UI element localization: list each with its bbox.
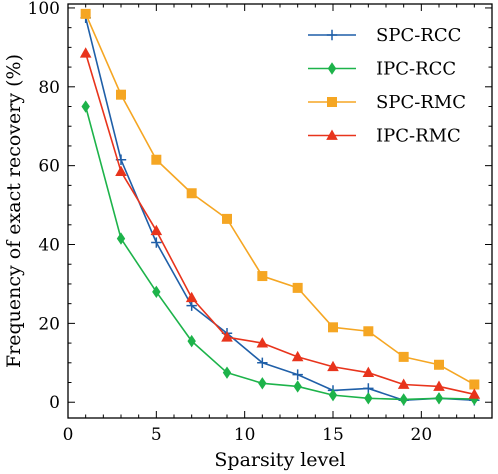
tick-labels: 0 5 10 15 20 0 20 40 60 80 100 <box>28 0 433 445</box>
y-tick-label-40: 40 <box>38 236 60 256</box>
data-point-ipc-rmc-8 <box>327 360 339 372</box>
data-point-ipc-rcc-4 <box>187 334 196 348</box>
data-point-spc-rmc-6 <box>257 271 268 282</box>
x-tick-label-5: 5 <box>151 425 162 445</box>
series-line-ipc-rcc <box>84 106 475 401</box>
y-tick-label-20: 20 <box>38 314 60 334</box>
x-tick-label-15: 15 <box>322 425 344 445</box>
series-line-ipc-rmc <box>84 53 475 396</box>
x-axis-label: Sparsity level <box>214 449 345 471</box>
y-tick-label-80: 80 <box>38 78 60 98</box>
legend-marker-ipc-rmc <box>326 129 338 140</box>
data-point-ipc-rmc-2 <box>115 165 127 176</box>
data-point-spc-rmc-5 <box>222 213 232 224</box>
legend-label-ipc-rmc: IPC-RMC <box>376 126 461 147</box>
data-point-spc-rmc-3 <box>151 154 162 165</box>
data-point-ipc-rcc-7 <box>293 380 302 393</box>
legend-marker-spc-rmc <box>327 97 337 107</box>
data-point-spc-rmc-11 <box>434 359 444 370</box>
legend: SPC-RCC IPC-RCC SPC-RMC IPC-RMC <box>308 25 466 147</box>
data-point-spc-rcc-4 <box>186 300 197 311</box>
data-point-spc-rcc-9 <box>363 383 374 394</box>
legend-marker-ipc-rcc <box>327 62 337 75</box>
data-point-spc-rmc-12 <box>469 379 480 390</box>
data-point-ipc-rcc-11 <box>434 392 444 405</box>
data-point-spc-rcc-6 <box>257 357 268 368</box>
x-tick-label-10: 10 <box>234 425 256 445</box>
data-point-ipc-rmc-4 <box>185 291 198 303</box>
series-line-spc-rmc <box>84 13 475 386</box>
data-point-ipc-rmc-9 <box>362 366 375 378</box>
data-point-ipc-rcc-9 <box>364 392 373 405</box>
plot-marks <box>79 8 481 406</box>
x-tick-label-0: 0 <box>63 425 74 445</box>
data-point-spc-rmc-9 <box>363 326 374 337</box>
data-point-ipc-rmc-10 <box>397 378 410 389</box>
data-point-ipc-rmc-5 <box>221 331 233 342</box>
data-point-spc-rmc-1 <box>80 8 91 19</box>
data-point-spc-rcc-3 <box>151 237 162 248</box>
data-point-ipc-rcc-2 <box>116 232 126 245</box>
y-axis-label: Frequency of exact recovery (%) <box>3 54 25 368</box>
x-tick-label-20: 20 <box>411 425 433 445</box>
axis-ticks <box>67 4 493 418</box>
legend-label-spc-rmc: SPC-RMC <box>376 92 466 113</box>
y-tick-label-0: 0 <box>49 393 60 413</box>
data-point-ipc-rmc-1 <box>79 47 92 58</box>
y-tick-label-100: 100 <box>28 0 60 19</box>
data-point-ipc-rcc-6 <box>258 377 267 390</box>
data-point-spc-rmc-4 <box>186 188 197 199</box>
data-point-ipc-rcc-3 <box>152 285 161 299</box>
legend-label-ipc-rcc: IPC-RCC <box>376 59 456 80</box>
legend-label-spc-rcc: SPC-RCC <box>376 25 461 46</box>
data-point-ipc-rmc-11 <box>433 380 445 391</box>
legend-marker-spc-rcc <box>326 29 338 41</box>
data-point-spc-rmc-2 <box>116 89 126 100</box>
data-point-ipc-rmc-7 <box>291 350 304 362</box>
data-point-ipc-rcc-1 <box>81 100 90 113</box>
data-point-ipc-rmc-3 <box>150 224 163 236</box>
data-point-ipc-rcc-8 <box>328 388 338 402</box>
data-point-spc-rmc-8 <box>328 322 338 333</box>
data-point-ipc-rmc-6 <box>256 337 269 348</box>
data-point-ipc-rcc-10 <box>399 393 408 406</box>
y-tick-label-60: 60 <box>38 157 60 177</box>
data-point-ipc-rcc-5 <box>222 366 232 379</box>
data-point-spc-rcc-7 <box>292 369 303 380</box>
data-point-ipc-rmc-12 <box>468 388 481 399</box>
data-point-spc-rmc-7 <box>292 282 303 293</box>
data-point-spc-rmc-10 <box>398 351 409 362</box>
